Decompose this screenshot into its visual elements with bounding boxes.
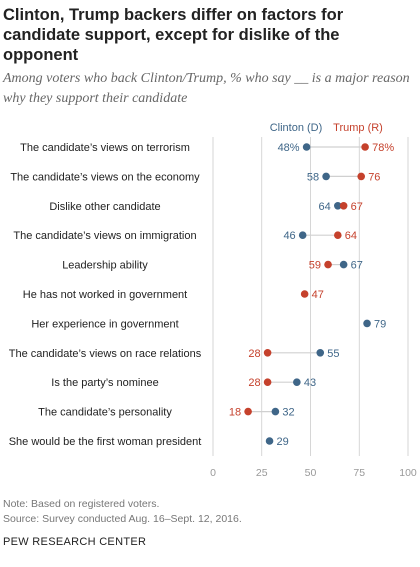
pew-logo-text: PEW RESEARCH CENTER (3, 536, 147, 548)
clinton-dot (271, 407, 280, 416)
clinton-value-label: 58 (307, 171, 319, 183)
clinton-value-label: 79 (374, 318, 386, 330)
trump-dot (300, 290, 309, 298)
clinton-value-label: 43 (304, 377, 316, 389)
trump-value-label: 28 (248, 348, 260, 360)
x-tick-label: 25 (256, 467, 268, 479)
trump-dot (263, 378, 272, 387)
trump-dot (324, 260, 332, 269)
clinton-dot (363, 319, 371, 328)
clinton-value-label: 48% (278, 142, 300, 154)
legend-clinton: Clinton (D) (270, 122, 323, 134)
chart-source: Source: Survey conducted Aug. 16–Sept. 1… (3, 513, 242, 525)
chart-title: Clinton, Trump backers differ on factors… (3, 6, 344, 64)
trump-value-label: 28 (248, 377, 260, 389)
clinton-dot (322, 172, 330, 181)
clinton-value-label: 29 (277, 436, 289, 448)
clinton-dot (334, 202, 342, 210)
trump-value-label: 59 (309, 260, 321, 272)
clinton-value-label: 32 (282, 407, 294, 419)
trump-value-label: 64 (345, 230, 357, 242)
category-label: The candidate’s views on immigration (13, 230, 196, 242)
category-label: Leadership ability (62, 260, 148, 272)
clinton-dot (293, 378, 301, 387)
clinton-dot (339, 260, 348, 269)
trump-dot (339, 202, 348, 210)
clinton-dot (302, 143, 311, 151)
trump-dot (361, 143, 369, 151)
category-label: She would be the first woman president (9, 436, 202, 448)
clinton-dot (265, 437, 274, 445)
dot-plot: 0 25 50 75 100 Clinton (D) Trump (R) The candid… (9, 122, 417, 479)
trump-dot (334, 231, 342, 239)
x-tick-label: 100 (399, 467, 417, 479)
chart-note: Note: Based on registered voters. (3, 498, 160, 510)
category-label: He has not worked in government (23, 289, 187, 301)
trump-dot (244, 407, 252, 416)
category-label: Is the party’s nominee (51, 377, 158, 389)
legend-trump: Trump (R) (333, 122, 383, 134)
trump-value-label: 18 (229, 407, 241, 419)
category-label: Her experience in government (31, 318, 178, 330)
category-label: The candidate’s personality (38, 407, 172, 419)
trump-value-label: 78% (372, 142, 394, 154)
x-tick-label: 75 (353, 467, 365, 479)
trump-dot (357, 172, 366, 181)
clinton-value-label: 55 (327, 348, 339, 360)
clinton-dot (298, 231, 307, 239)
category-label: The candidate’s views on the economy (10, 171, 200, 183)
x-tick-label: 0 (210, 467, 216, 479)
trump-value-label: 67 (351, 201, 363, 213)
category-label: The candidate’s views on terrorism (20, 142, 190, 154)
trump-value-label: 76 (368, 171, 380, 183)
category-label: Dislike other candidate (49, 201, 160, 213)
clinton-dot (316, 349, 325, 357)
chart-subtitle: Among voters who back Clinton/Trump, % w… (3, 71, 410, 106)
clinton-value-label: 46 (283, 230, 295, 242)
trump-dot (263, 349, 272, 357)
clinton-value-label: 64 (319, 201, 331, 213)
trump-value-label: 47 (312, 289, 324, 301)
category-label: The candidate’s views on race relations (9, 348, 202, 360)
clinton-value-label: 67 (351, 260, 363, 272)
x-tick-label: 50 (305, 467, 317, 479)
